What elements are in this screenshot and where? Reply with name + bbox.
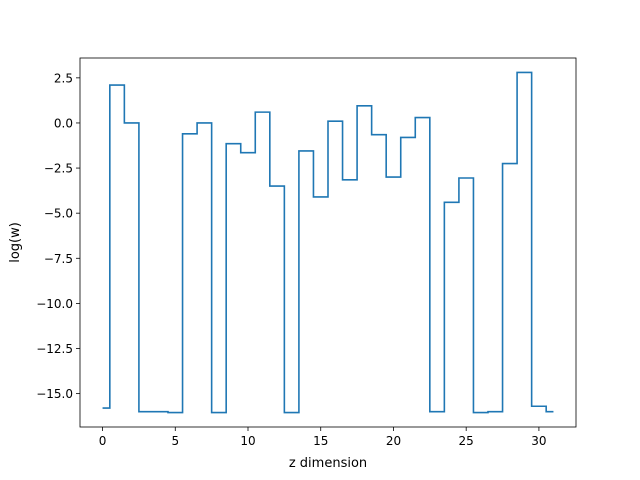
- x-axis: 0 5 10 15 20 25 30: [99, 427, 547, 448]
- series-step-line: [102, 71, 554, 414]
- y-tick-label: −5.0: [44, 207, 73, 221]
- x-tick-label: 0: [99, 434, 107, 448]
- x-tick-label: 5: [171, 434, 179, 448]
- x-tick-label: 25: [459, 434, 474, 448]
- y-tick-label: −2.5: [44, 162, 73, 176]
- y-tick-label: −10.0: [36, 297, 73, 311]
- plot-background: [80, 58, 576, 427]
- x-tick-label: 30: [531, 434, 546, 448]
- y-tick-label: −7.5: [44, 252, 73, 266]
- x-axis-title: z dimension: [289, 456, 367, 471]
- x-tick-label: 20: [386, 434, 401, 448]
- y-tick-label: 0.0: [54, 116, 73, 130]
- plot-frame: [79, 57, 577, 428]
- y-tick-label: −12.5: [36, 342, 73, 356]
- y-tick-label: −15.0: [36, 387, 73, 401]
- x-tick-label: 15: [313, 434, 328, 448]
- y-axis-title: log(w): [8, 222, 23, 263]
- x-tick-label: 10: [240, 434, 255, 448]
- y-axis: 2.5 0.0 −2.5 −5.0 −7.5 −10.0 −12.5 −15.0: [36, 71, 80, 401]
- y-tick-label: 2.5: [54, 71, 73, 85]
